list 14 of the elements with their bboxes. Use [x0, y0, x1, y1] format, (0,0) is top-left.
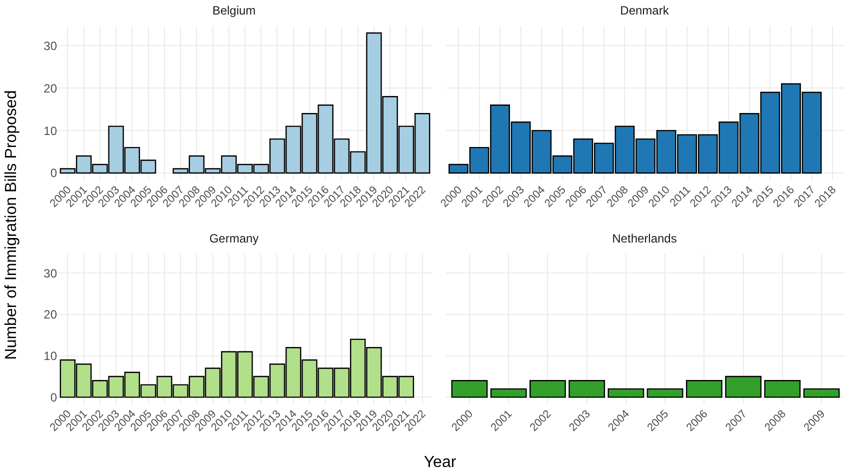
y-tick-label: 30	[44, 38, 58, 53]
y-tick-label: 10	[44, 124, 58, 138]
y-tick-label: 20	[44, 81, 58, 96]
y-tick-label: 10	[44, 349, 58, 364]
x-axis-title: Year	[424, 454, 456, 472]
y-tick-label: 20	[44, 308, 58, 322]
chart-title: Germany	[209, 231, 259, 246]
chart-title: Netherlands	[612, 231, 677, 246]
chart-title: Belgium	[212, 3, 256, 18]
y-tick-label: 0	[50, 166, 58, 180]
y-axis-title: Number of Immigration Bills Proposed	[3, 90, 21, 360]
chart-title: Denmark	[620, 3, 670, 18]
y-tick-label: 0	[50, 390, 58, 404]
y-tick-label: 30	[44, 266, 58, 280]
